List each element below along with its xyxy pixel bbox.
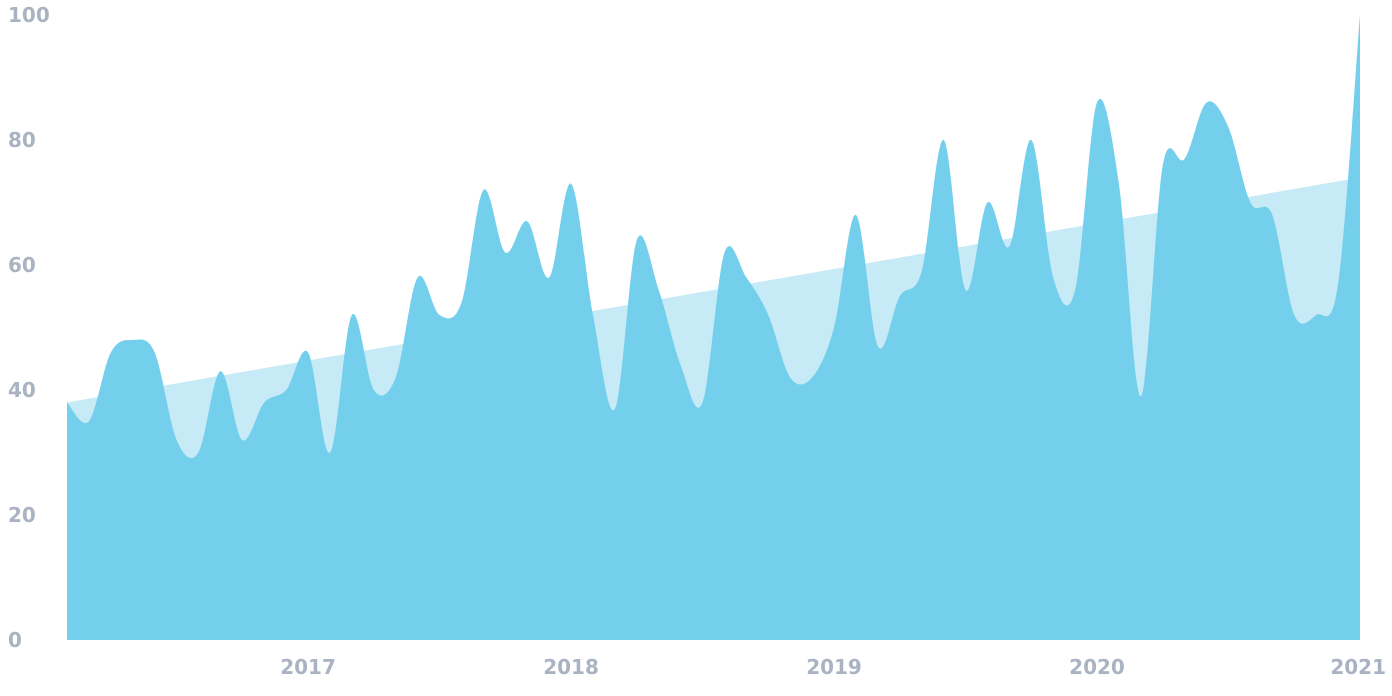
y-tick-label: 80 xyxy=(8,128,36,152)
y-tick-label: 40 xyxy=(8,378,36,402)
x-tick-label: 2018 xyxy=(543,655,599,679)
x-tick-label: 2020 xyxy=(1069,655,1125,679)
y-tick-label: 60 xyxy=(8,253,36,277)
y-axis: 0 20 40 60 80 100 xyxy=(8,3,50,652)
y-tick-label: 20 xyxy=(8,503,36,527)
x-tick-label: 2021 xyxy=(1330,655,1386,679)
plot-area xyxy=(67,15,1360,640)
x-tick-label: 2019 xyxy=(806,655,862,679)
y-tick-label: 100 xyxy=(8,3,50,27)
x-tick-label: 2017 xyxy=(280,655,336,679)
x-axis: 2017 2018 2019 2020 2021 xyxy=(280,655,1386,679)
y-tick-label: 0 xyxy=(8,628,22,652)
series-area xyxy=(67,15,1360,640)
